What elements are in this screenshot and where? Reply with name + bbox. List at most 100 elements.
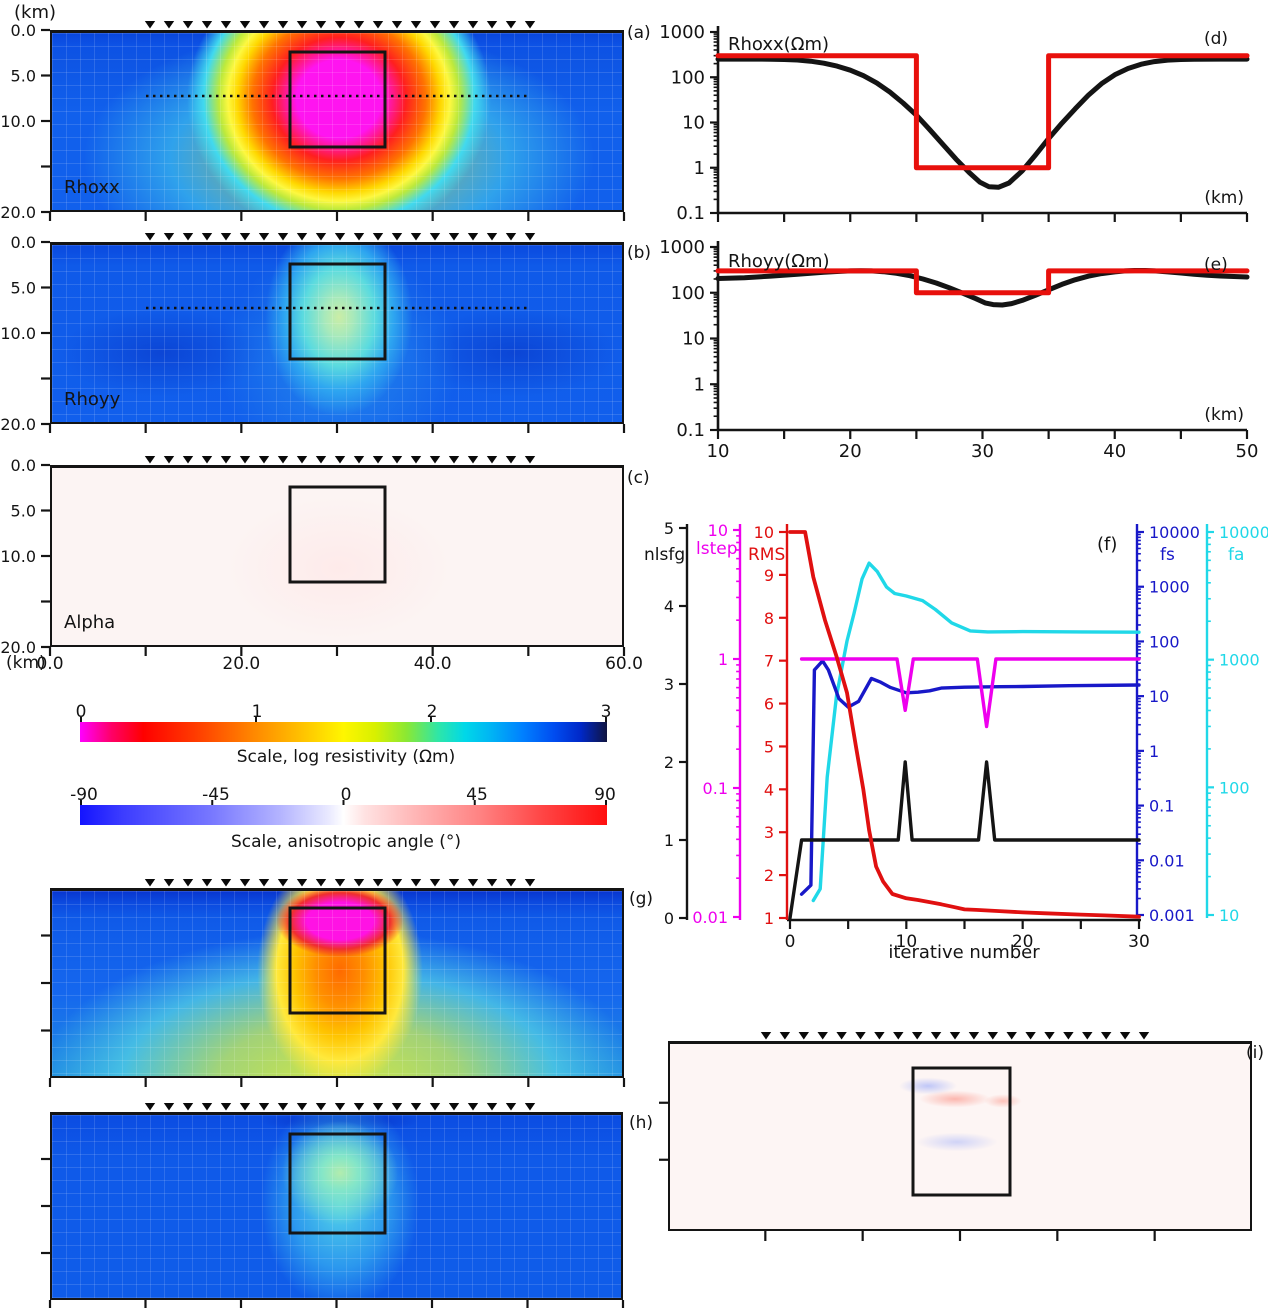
panel-c-receiver-icons (144, 456, 536, 464)
receiver-triangle-icon (277, 233, 289, 241)
panel-a-heatmap (50, 30, 624, 212)
receiver-triangle-icon (296, 21, 308, 29)
receiver-triangle-icon (467, 233, 479, 241)
svg-text:20.0: 20.0 (0, 415, 36, 434)
f-xaxis-label: iterative number (888, 942, 1040, 963)
receiver-triangle-icon (163, 21, 175, 29)
receiver-triangle-icon (182, 233, 194, 241)
receiver-triangle-icon (201, 456, 213, 464)
receiver-triangle-icon (163, 1103, 175, 1111)
axis-f-fs: 10000 1000 100 10 1 0.1 0.01 0.001 (1135, 523, 1200, 925)
cb2-tick-m45: -45 (202, 785, 230, 805)
axis-name-rms: RMS (748, 545, 785, 565)
receiver-triangle-icon (1101, 1032, 1112, 1040)
receiver-triangle-icon (372, 21, 384, 29)
panel-a-title: Rhoxx (64, 177, 120, 198)
receiver-triangle-icon (372, 233, 384, 241)
panel-d-title: Rhoxx(Ωm) (728, 34, 829, 55)
receiver-triangle-icon (334, 879, 346, 887)
receiver-triangle-icon (258, 21, 270, 29)
svg-text:4: 4 (764, 780, 774, 799)
series-d-inverted-profile (715, 56, 1250, 190)
svg-text:30: 30 (1128, 932, 1150, 952)
receiver-triangle-icon (144, 233, 156, 241)
receiver-triangle-icon (968, 1032, 980, 1040)
panel-i-heatmap (668, 1041, 1252, 1231)
svg-text:5: 5 (664, 519, 674, 538)
receiver-triangle-icon (391, 233, 403, 241)
receiver-triangle-icon (836, 1032, 847, 1040)
axis-name-lstep: lstep (696, 539, 738, 559)
receiver-triangle-icon (296, 233, 308, 241)
receiver-triangle-icon (410, 233, 422, 241)
panel-e-letter: (e) (1204, 255, 1228, 275)
cb1-tick-3: 3 (601, 702, 612, 722)
svg-text:0: 0 (664, 909, 674, 928)
receiver-triangle-icon (182, 1103, 194, 1111)
receiver-triangle-icon (258, 879, 270, 887)
receiver-triangle-icon (429, 1103, 441, 1111)
receiver-triangle-icon (277, 456, 289, 464)
receiver-triangle-icon (353, 21, 365, 29)
axis-gx (48, 1078, 626, 1087)
receiver-triangle-icon (239, 1103, 251, 1111)
series-d-true-profile (715, 53, 1250, 171)
receiver-triangle-icon (1063, 1032, 1074, 1040)
svg-text:5.0: 5.0 (11, 279, 36, 298)
panel-d-km: (km) (1204, 188, 1244, 208)
receiver-triangle-icon (524, 1103, 536, 1111)
panel-b-decor: 0.0 5.0 10.0 20.0 (0, 233, 626, 434)
receiver-triangle-icon (391, 21, 403, 29)
colorbar-angle-ticks (80, 800, 607, 805)
receiver-triangle-icon (372, 456, 384, 464)
panel-h-letter: (h) (629, 1113, 653, 1133)
panel-b-true-model-rect (288, 262, 387, 361)
receiver-triangle-icon (315, 21, 327, 29)
receiver-triangle-icon (410, 21, 422, 29)
receiver-triangle-icon (220, 456, 232, 464)
receiver-triangle-icon (220, 1103, 232, 1111)
svg-text:1000: 1000 (1219, 651, 1260, 670)
colorbar-resistivity (80, 722, 607, 742)
receiver-triangle-icon (315, 1103, 327, 1111)
svg-text:20.0: 20.0 (222, 654, 260, 674)
axis-ey: 1000 100 10 1 0.1 (659, 237, 720, 441)
axis-iy (659, 1101, 668, 1161)
svg-text:20: 20 (839, 441, 862, 462)
svg-text:5.0: 5.0 (11, 502, 36, 521)
panel-i-decor (659, 1032, 1156, 1241)
receiver-triangle-icon (505, 21, 517, 29)
receiver-triangle-icon (144, 456, 156, 464)
receiver-triangle-icon (486, 879, 498, 887)
axis-ay: 0.0 5.0 10.0 20.0 (0, 21, 50, 222)
receiver-triangle-icon (1006, 1032, 1017, 1040)
receiver-triangle-icon (182, 21, 194, 29)
receiver-triangle-icon (467, 1103, 479, 1111)
cb2-tick-90: 90 (594, 785, 616, 805)
receiver-triangle-icon (258, 1103, 270, 1111)
panel-c-decor: 0.05.010.020.00.0 20.0 40.0 60.0 (0, 456, 643, 674)
axis-cy: 0.0 5.0 10.0 20.0 (0, 456, 50, 657)
receiver-triangle-icon (296, 879, 308, 887)
receiver-triangle-icon (505, 1103, 517, 1111)
axis-f-nlsfg: 0 1 2 3 4 5 (664, 519, 689, 928)
receiver-triangle-icon (410, 456, 422, 464)
receiver-triangle-icon (220, 233, 232, 241)
receiver-triangle-icon (1082, 1032, 1093, 1040)
panel-i-true-model-rect (911, 1066, 1012, 1197)
colorbar-resistivity-ticks (80, 717, 607, 722)
axis-hx (48, 1300, 625, 1308)
receiver-triangle-icon (315, 456, 327, 464)
receiver-triangle-icon (372, 1103, 384, 1111)
receiver-triangle-icon (391, 1103, 403, 1111)
axis-name-fs: fs (1160, 545, 1175, 565)
chart-d: 1000 100 10 1 0.1 (659, 22, 1250, 224)
receiver-triangle-icon (410, 1103, 422, 1111)
receiver-triangle-icon (391, 456, 403, 464)
receiver-triangle-icon (220, 879, 232, 887)
receiver-triangle-icon (1119, 1032, 1131, 1040)
axis-cx: 0.0 20.0 40.0 60.0 (36, 647, 643, 674)
panel-e-title: Rhoyy(Ωm) (728, 251, 830, 272)
